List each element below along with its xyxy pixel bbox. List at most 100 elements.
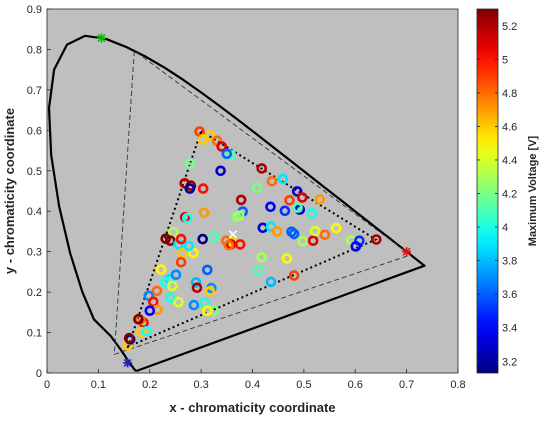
data-point [256,251,268,263]
colorbar-tick-label: 5.2 [502,21,517,33]
colorbar-tick-label: 3.8 [502,256,517,268]
y-tick-label: 0.3 [27,247,42,259]
data-point [188,247,199,259]
data-point [330,222,342,234]
x-tick-label: 0.3 [193,379,208,391]
data-point [216,141,227,152]
data-point [306,207,318,219]
data-point [202,264,213,276]
data-point [188,299,200,311]
y-tick-label: 0.5 [27,166,42,178]
colorbar-tick-label: 4.2 [502,189,517,201]
data-point [136,326,147,338]
primary-marker [123,358,133,368]
x-tick-label: 0.8 [450,379,465,391]
reference-gamut [113,49,411,356]
data-point [168,227,179,238]
data-point [281,253,293,264]
colorbar [476,8,499,374]
colorbar-tick-label: 3.4 [502,323,517,335]
data-point [271,226,283,237]
data-point [123,332,135,344]
data-point [141,325,152,337]
colorbar-label: Maximum Voltage [V] [527,135,539,246]
y-tick-label: 0.1 [27,328,42,340]
x-tick-label: 0 [44,379,50,391]
data-point [319,229,331,240]
x-tick-label: 0.5 [296,379,311,391]
data-point [165,292,176,304]
data-point [277,173,289,185]
y-tick-label: 0.4 [27,206,42,218]
data-point [202,305,213,317]
data-point [173,296,184,308]
data-point [191,282,203,294]
data-point [151,285,163,297]
primary-marker [402,247,412,257]
colorbar-tick-label: 4.8 [502,88,517,100]
data-point [148,296,159,308]
colorbar-tick-label: 4 [502,222,508,234]
data-point [266,176,278,187]
data-point [182,212,193,224]
data-point [221,148,233,160]
data-layer [47,33,426,373]
data-point [296,192,308,203]
data-point [170,269,182,281]
data-point [205,130,216,141]
data-point [197,183,209,194]
data-point [197,134,208,145]
data-point [155,264,167,275]
data-point [184,183,196,194]
data-point [370,234,382,245]
x-axis-label: x - chromaticity coordinate [169,400,335,415]
axes-layer: 0 0.1 0.2 0.3 0.4 0.5 0.6 0.7 0.8 0 0.1 0.2 0.3 0.4 0.… [27,4,466,391]
data-point [235,194,247,206]
data-point [314,194,326,205]
data-point [208,231,220,243]
colorbar-tick-label: 5 [502,54,508,66]
data-point [234,239,246,250]
data-point [350,241,362,252]
y-axis-label: y - chromaticity coordinate [2,108,17,274]
data-point [265,276,277,288]
x-tick-label: 0.7 [399,379,414,391]
colorbar-tick-label: 4.4 [502,155,517,167]
primary-marker [96,33,106,43]
data-point [291,186,303,197]
data-point [309,225,321,237]
data-point [292,202,304,213]
x-tick-label: 0.4 [245,379,260,391]
data-point [208,305,220,317]
y-tick-label: 0 [36,368,42,380]
data-point [233,210,245,221]
x-tick-label: 0.2 [142,379,157,391]
data-point [251,182,263,194]
x-tick-label: 0.6 [348,379,363,391]
data-point [133,313,144,325]
data-point [256,163,268,174]
x-tick-label: 0.1 [91,379,106,391]
data-point [198,207,210,219]
colorbar-ticks: 3.2 3.4 3.6 3.8 4 4.2 4.4 4.6 4.8 5 5.2 [477,21,517,368]
data-point [215,165,226,177]
data-point [160,233,171,244]
data-point [190,277,202,288]
colorbar-tick-label: 4.6 [502,121,517,133]
data-point [288,270,300,281]
y-tick-label: 0.2 [27,287,42,299]
data-point [197,233,208,245]
y-tick-label: 0.8 [27,44,42,56]
y-tick-label: 0.7 [27,85,42,97]
colorbar-tick-label: 3.6 [502,289,517,301]
data-point [284,195,295,206]
data-point [204,285,216,297]
data-point [175,233,187,245]
data-point [183,240,195,252]
data-point [307,235,319,246]
plot-background [47,9,458,373]
data-point [223,239,235,251]
data-point [175,256,187,268]
data-point [167,280,178,292]
